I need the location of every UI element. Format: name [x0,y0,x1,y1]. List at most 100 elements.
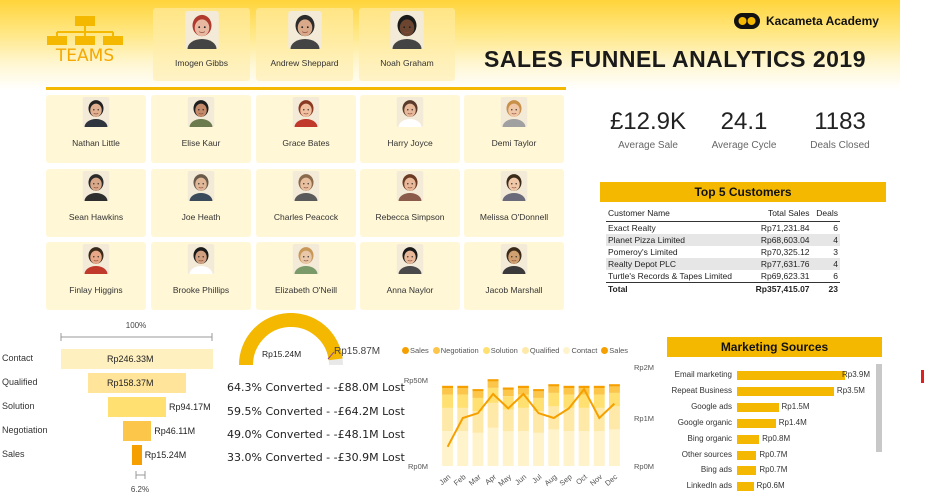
stacked-bar-segment[interactable] [442,407,453,432]
stacked-bar-segment[interactable] [502,409,514,432]
stacked-bar-segment[interactable] [472,411,484,433]
stacked-bar-segment[interactable] [609,386,620,393]
stacked-bar-segment[interactable] [593,388,605,395]
stacked-bar-segment[interactable] [609,429,620,467]
team-member-card[interactable]: Sean Hawkins [46,169,146,237]
table-row[interactable]: Turtle's Records & Tapes Limited Rp69,62… [606,270,840,283]
team-member-card[interactable]: Joe Heath [151,169,251,237]
stacked-bar-segment[interactable] [442,388,453,395]
marketing-source-bar[interactable] [737,482,754,492]
stacked-bar-segment[interactable] [457,388,469,395]
legend-item[interactable]: Sales [402,346,429,355]
stacked-bar-segment[interactable] [487,379,499,382]
team-member-card[interactable]: Grace Bates [256,95,356,163]
stacked-bar-segment[interactable] [533,389,544,392]
stacked-bar-segment[interactable] [472,391,484,398]
stacked-bar-segment[interactable] [609,406,620,430]
stacked-bar-segment[interactable] [578,431,590,466]
stacked-bar-segment[interactable] [518,394,529,408]
marketing-scrollbar[interactable] [876,364,882,452]
stacked-bar-segment[interactable] [548,384,560,387]
stacked-bar-segment[interactable] [487,381,499,388]
table-row[interactable]: Realty Depot PLC Rp77,631.76 4 [606,257,840,270]
team-member-card[interactable]: Elizabeth O'Neill [256,242,356,310]
team-member-card[interactable]: Jacob Marshall [464,242,564,310]
marketing-source-bar[interactable] [737,402,779,412]
stacked-bar-segment[interactable] [442,431,453,466]
stacked-bar-segment[interactable] [609,384,620,387]
team-member-card[interactable]: Finlay Higgins [46,242,146,310]
marketing-source-bar[interactable] [737,418,776,428]
team-member-card[interactable]: Nathan Little [46,95,146,163]
stacked-bar-segment[interactable] [563,388,575,395]
stacked-bar-segment[interactable] [533,432,544,466]
funnel-bar[interactable] [88,373,186,393]
stacked-bar-segment[interactable] [563,394,575,408]
stacked-bar-segment[interactable] [533,391,544,398]
stacked-bar-segment[interactable] [502,396,514,410]
team-member-card[interactable]: Andrew Sheppard [256,8,353,81]
stacked-bar-segment[interactable] [548,429,560,467]
stacked-bar-segment[interactable] [548,393,560,407]
stacked-bar-segment[interactable] [502,431,514,466]
stacked-bar-segment[interactable] [502,389,514,397]
stacked-bar-segment[interactable] [457,431,469,466]
legend-item[interactable]: Negotiation [432,346,479,355]
marketing-source-bar[interactable] [737,466,757,476]
stacked-bar-segment[interactable] [487,427,499,466]
marketing-source-bar[interactable] [737,371,845,380]
stacked-bar-segment[interactable] [533,397,544,412]
stacked-bar-segment[interactable] [457,385,469,388]
stacked-bar-segment[interactable] [518,431,529,466]
sales-line[interactable] [446,387,616,448]
stacked-bar-segment[interactable] [502,387,514,390]
stacked-bar-segment[interactable] [578,385,590,388]
table-row[interactable]: Pomeroy's Limited Rp70,325.12 3 [606,246,840,258]
stacked-bar-segment[interactable] [578,407,590,432]
stacked-bar-segment[interactable] [578,394,590,408]
column-header-total-sales[interactable]: Total Sales [747,205,812,222]
team-member-card[interactable]: Harry Joyce [360,95,460,163]
stacked-bar-segment[interactable] [593,431,605,466]
stacked-bar-segment[interactable] [487,402,499,428]
stacked-bar-segment[interactable] [518,388,529,395]
stacked-bar-segment[interactable] [548,386,560,393]
team-member-card[interactable]: Brooke Phillips [151,242,251,310]
stacked-bar-segment[interactable] [578,388,590,395]
stacked-bar-segment[interactable] [563,407,575,432]
marketing-source-bar[interactable] [737,450,757,460]
stacked-bar-segment[interactable] [533,411,544,433]
stacked-bar-segment[interactable] [609,393,620,407]
column-header-deals[interactable]: Deals [811,205,840,222]
column-header-customer[interactable]: Customer Name [606,205,748,222]
stacked-bar-segment[interactable] [472,432,484,466]
stacked-bar-segment[interactable] [457,394,469,408]
legend-item[interactable]: Solution [482,346,518,355]
team-member-card[interactable]: Charles Peacock [256,169,356,237]
funnel-bar[interactable] [61,349,213,369]
team-member-card[interactable]: Anna Naylor [360,242,460,310]
team-member-card[interactable]: Noah Graham [359,8,455,81]
stacked-bar-segment[interactable] [442,385,453,388]
stacked-bar-segment[interactable] [518,385,529,388]
marketing-source-bar[interactable] [737,386,834,396]
stacked-bar-segment[interactable] [563,385,575,388]
funnel-bar[interactable] [132,445,142,465]
stacked-bar-segment[interactable] [593,407,605,432]
stacked-bar-segment[interactable] [593,385,605,388]
funnel-bar[interactable] [107,397,167,417]
stacked-bar-segment[interactable] [563,431,575,466]
team-member-card[interactable]: Rebecca Simpson [360,169,460,237]
team-member-card[interactable]: Imogen Gibbs [153,8,250,81]
funnel-bar[interactable] [122,421,152,441]
marketing-source-bar[interactable] [737,434,760,444]
legend-item[interactable]: Qualified [521,346,559,355]
stacked-bar-segment[interactable] [472,397,484,412]
legend-item[interactable]: Contact [563,346,597,355]
stacked-bar-segment[interactable] [442,394,453,408]
table-row[interactable]: Planet Pizza Limited Rp68,603.04 4 [606,233,840,246]
legend-item[interactable]: Sales [601,346,628,355]
stacked-bar-segment[interactable] [472,389,484,392]
team-member-card[interactable]: Elise Kaur [151,95,251,163]
team-member-card[interactable]: Melissa O'Donnell [464,169,564,237]
